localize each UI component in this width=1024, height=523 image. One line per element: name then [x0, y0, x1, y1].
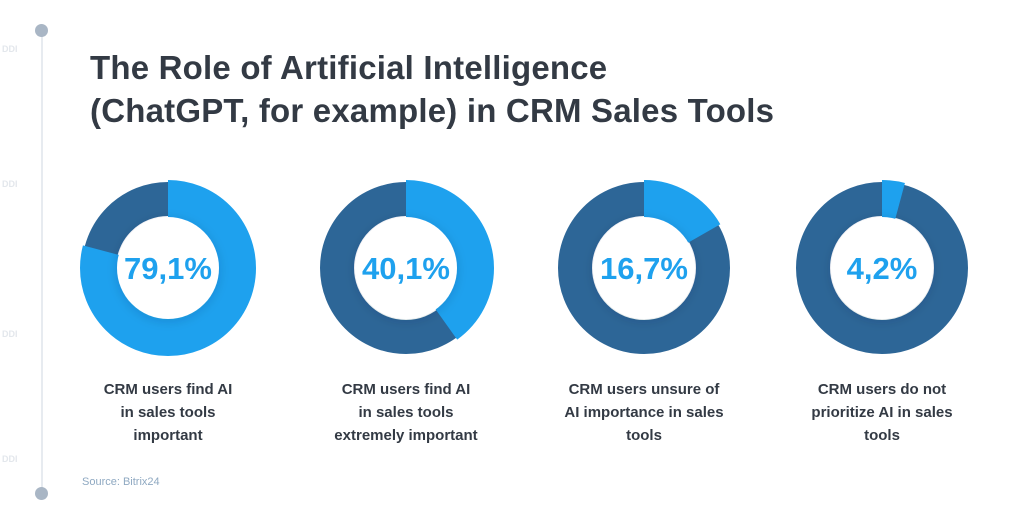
donut-value-label: 40,1% [362, 251, 450, 286]
caption-2: CRM users find AI in sales tools extreme… [311, 378, 501, 447]
watermark-logo: DDI [2, 44, 18, 54]
donut-center [117, 217, 219, 319]
caption-line: CRM users unsure of [568, 381, 720, 398]
caption-line: in sales tools [120, 404, 216, 421]
caption-line: CRM users do not [817, 381, 947, 398]
caption-line: prioritize AI in sales [811, 404, 953, 421]
page-title: The Role of Artificial Intelligence (Cha… [90, 46, 850, 132]
donut-1: 79,1% [80, 180, 256, 356]
timeline-dot-top [35, 24, 48, 37]
donut-2: 40,1% [318, 180, 494, 356]
donut-value-arc [794, 180, 970, 356]
watermark-logo: DDI [2, 329, 18, 339]
caption-line: AI importance in sales [564, 404, 724, 421]
title-line-1: The Role of Artificial Intelligence [90, 49, 608, 86]
donut-3: 16,7% [556, 180, 732, 356]
caption-line: extremely important [334, 427, 478, 444]
caption-4: CRM users do not prioritize AI in sales … [787, 378, 977, 447]
donut-value-label: 4,2% [847, 251, 918, 286]
donut-center [593, 217, 695, 319]
watermark-logo: DDI [2, 454, 18, 464]
donut-value-arc [80, 180, 256, 356]
caption-line: in sales tools [358, 404, 454, 421]
timeline-rail [41, 30, 43, 492]
caption-line: tools [864, 427, 900, 444]
donut-4: 4,2% [794, 180, 970, 356]
caption-line: CRM users find AI [341, 381, 471, 398]
caption-line: important [133, 427, 203, 444]
title-line-2: (ChatGPT, for example) in CRM Sales Tool… [90, 92, 775, 129]
caption-3: CRM users unsure of AI importance in sal… [549, 378, 739, 447]
donut-value-label: 79,1% [124, 251, 212, 286]
watermark-logo: DDI [2, 179, 18, 189]
donut-value-label: 16,7% [600, 251, 688, 286]
caption-line: tools [626, 427, 662, 444]
donut-center [355, 217, 457, 319]
timeline-dot-bottom [35, 487, 48, 500]
source-note: Source: Bitrix24 [82, 476, 160, 488]
donut-value-arc [318, 180, 494, 356]
donut-center [831, 217, 933, 319]
caption-line: CRM users find AI [103, 381, 233, 398]
donut-value-arc [556, 180, 732, 356]
caption-1: CRM users find AI in sales tools importa… [73, 378, 263, 447]
